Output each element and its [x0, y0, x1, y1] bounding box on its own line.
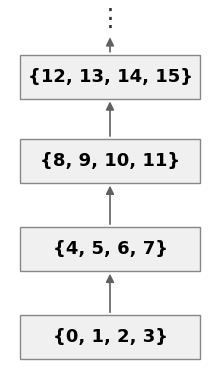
Text: {4, 5, 6, 7}: {4, 5, 6, 7} [53, 240, 167, 258]
Text: {12, 13, 14, 15}: {12, 13, 14, 15} [28, 68, 192, 85]
FancyBboxPatch shape [20, 315, 200, 359]
Text: {8, 9, 10, 11}: {8, 9, 10, 11} [40, 152, 180, 170]
Text: {0, 1, 2, 3}: {0, 1, 2, 3} [53, 328, 167, 346]
FancyBboxPatch shape [20, 139, 200, 183]
FancyBboxPatch shape [20, 227, 200, 271]
FancyBboxPatch shape [20, 54, 200, 98]
Text: ⋮: ⋮ [97, 7, 123, 31]
